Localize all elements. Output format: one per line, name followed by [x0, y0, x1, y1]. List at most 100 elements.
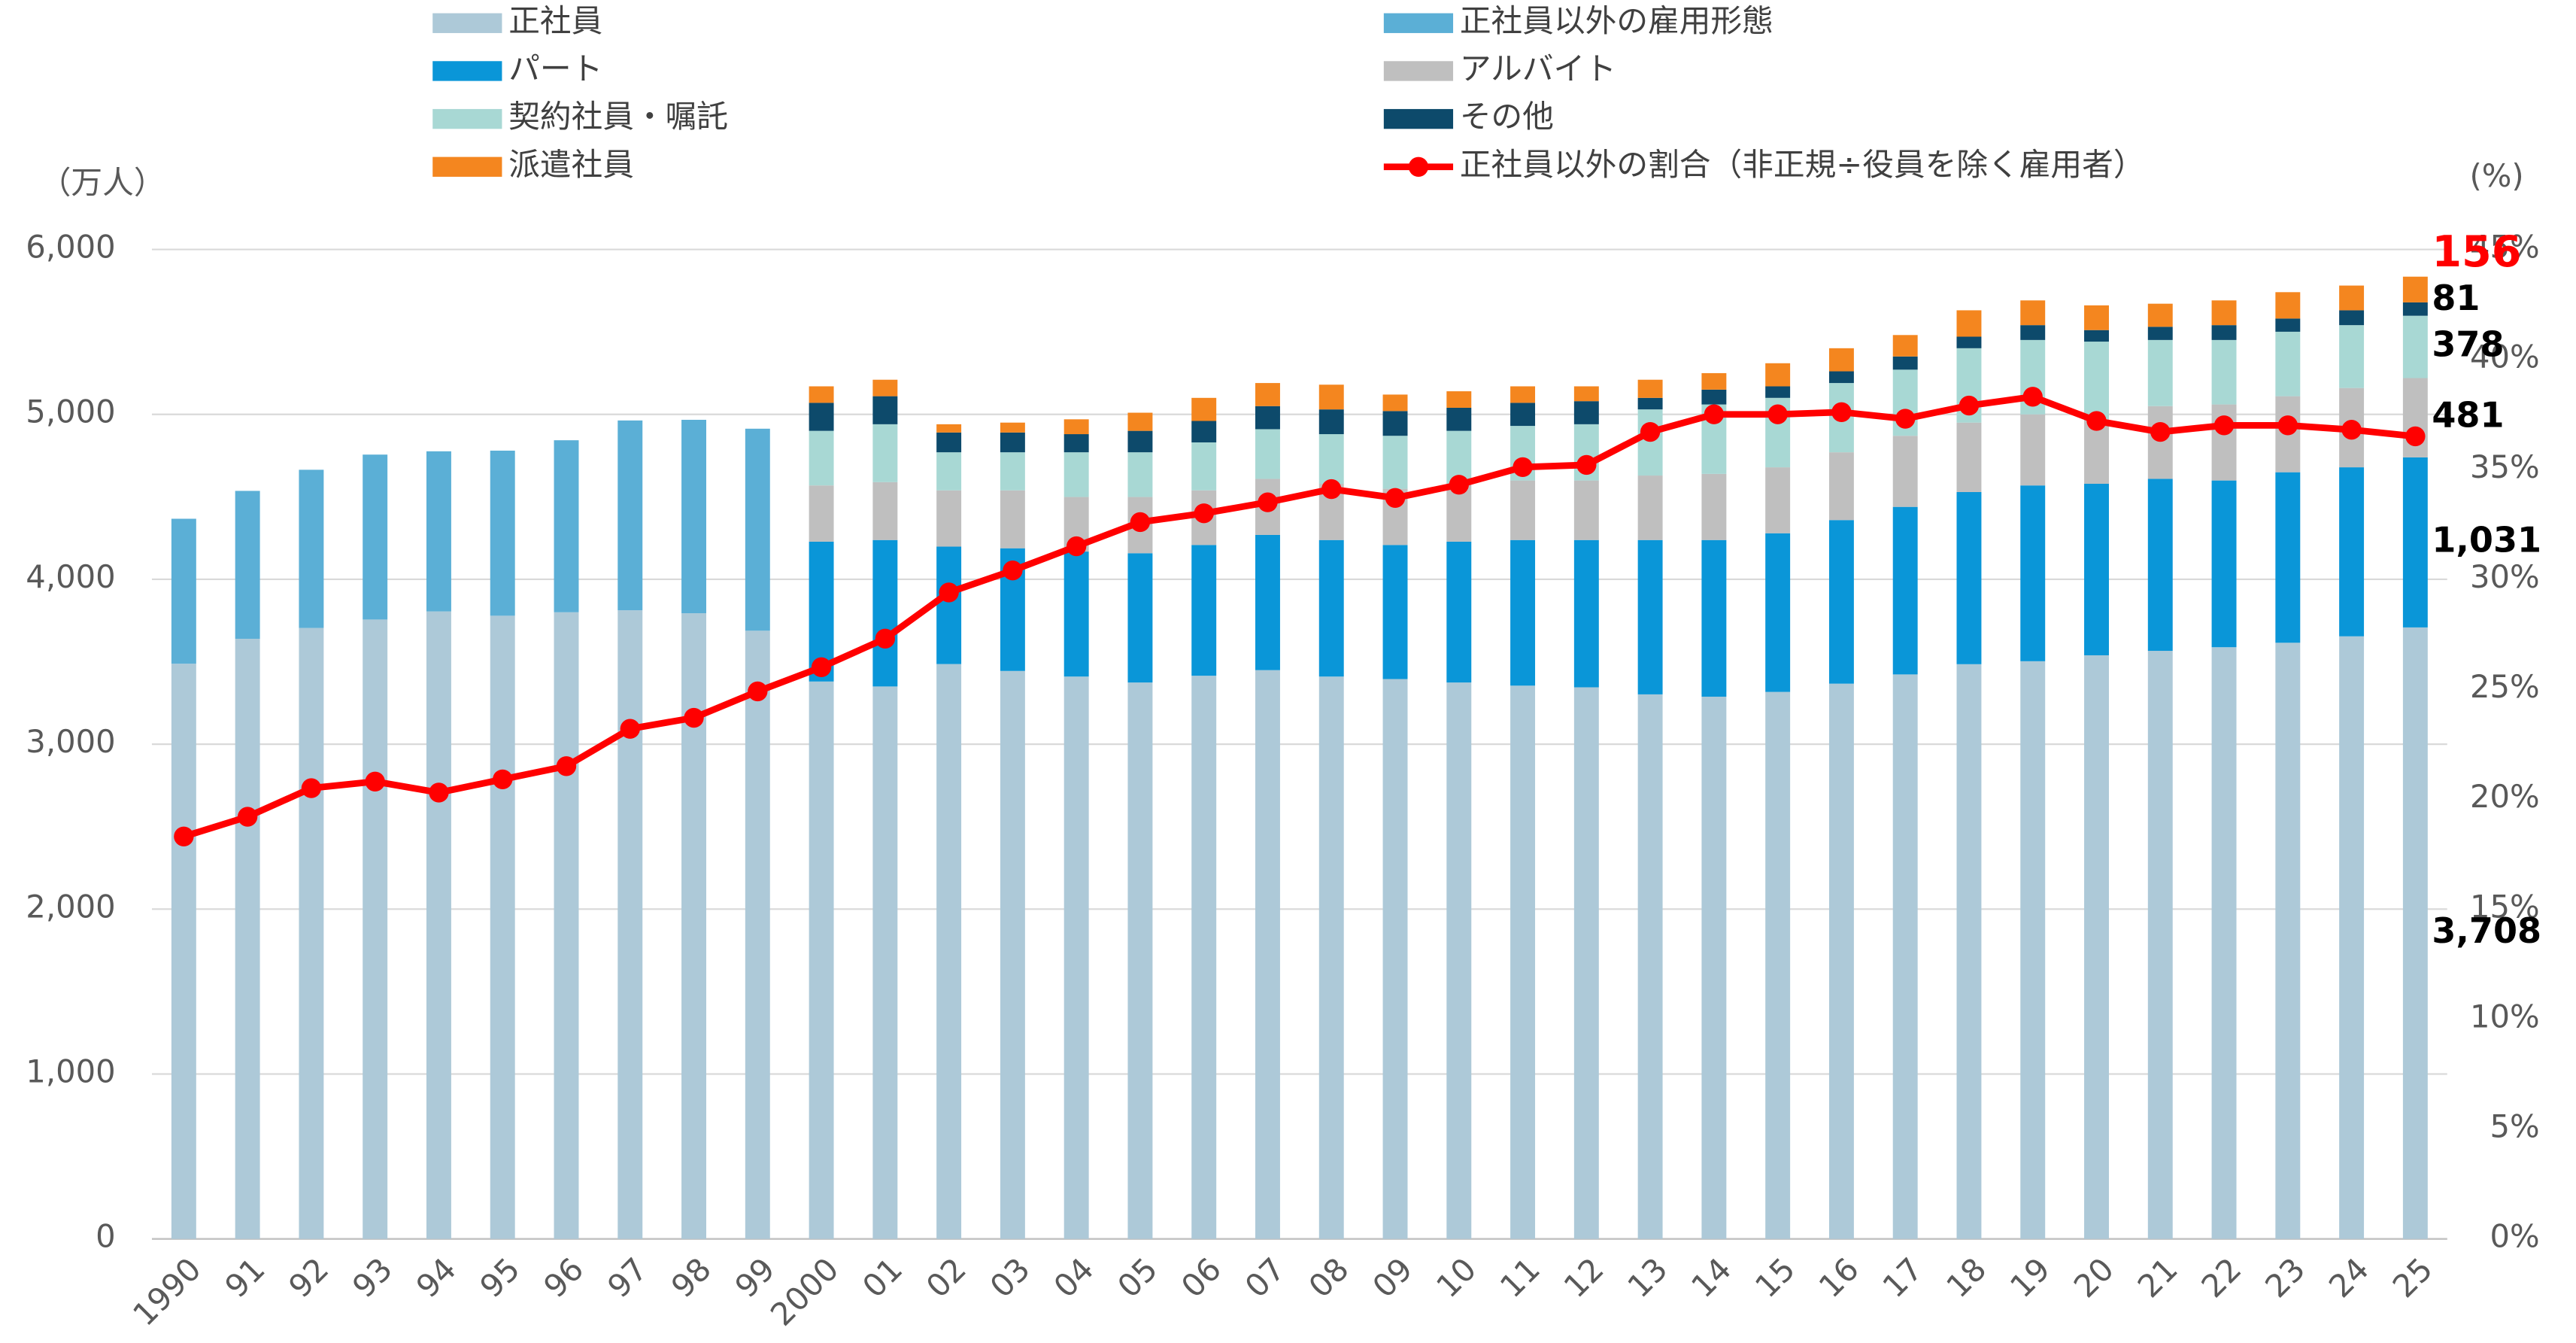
bar-segment	[1446, 682, 1472, 1239]
y-tick-label: 1,000	[26, 1053, 115, 1089]
bar-segment	[2211, 647, 2237, 1239]
bar-segment	[2020, 300, 2046, 326]
bar-segment	[2275, 643, 2301, 1239]
x-tick-label: 95	[472, 1250, 526, 1305]
legend-label: 派遣社員	[508, 146, 634, 183]
data-label: 156	[2432, 227, 2521, 277]
line-marker	[1130, 512, 1151, 533]
y2-tick-label: 10%	[2470, 998, 2540, 1035]
line-marker	[493, 769, 513, 790]
bar-segment	[426, 611, 451, 1239]
bar-segment	[1255, 534, 1280, 670]
x-tick-label: 17	[1875, 1250, 1929, 1305]
bar-segment	[872, 686, 898, 1239]
bar-segment	[872, 539, 898, 687]
bar-segment	[1000, 670, 1025, 1239]
legend-swatch	[1383, 61, 1454, 81]
bar-segment	[1000, 452, 1025, 491]
bar-segment	[1191, 442, 1217, 491]
line-marker	[1576, 454, 1597, 476]
bar-segment	[2147, 327, 2173, 340]
bar-segment	[872, 379, 898, 397]
legend-label: アルバイト	[1460, 50, 1616, 87]
data-label: 378	[2432, 324, 2504, 365]
line-marker	[2213, 415, 2235, 436]
bar-segment	[1446, 541, 1472, 683]
bar-segment	[2402, 315, 2428, 378]
y-tick-label: 4,000	[26, 558, 115, 595]
bar-segment	[2402, 302, 2428, 316]
bar-segment	[1828, 371, 1854, 384]
bar-segment	[872, 424, 898, 482]
x-tick-label: 98	[664, 1250, 718, 1305]
legend-label: 正社員以外の雇用形態	[1460, 2, 1773, 39]
bar-segment	[1701, 539, 1727, 697]
bar-segment	[2275, 318, 2301, 332]
bar-segment	[1255, 670, 1280, 1239]
bar-segment	[1637, 409, 1663, 476]
bar-segment	[2339, 636, 2365, 1239]
x-tick-label: 16	[1812, 1250, 1866, 1305]
line-marker	[1194, 503, 1214, 524]
bar-segment	[1318, 539, 1344, 677]
x-tick-label: 92	[281, 1250, 335, 1305]
legend-marker	[1408, 156, 1429, 177]
bar-segment	[299, 627, 324, 1239]
x-tick-label: 1990	[126, 1250, 208, 1333]
bar-segment	[2084, 342, 2109, 420]
y2-tick-label: 25%	[2470, 668, 2540, 705]
bar-segment	[809, 403, 834, 431]
bar-segment	[1000, 422, 1025, 433]
x-tick-label: 07	[1238, 1250, 1292, 1305]
bar-segment	[1127, 452, 1153, 497]
legend-swatch	[1383, 13, 1454, 33]
bar-segment	[872, 482, 898, 540]
x-tick-label: 10	[1429, 1250, 1483, 1305]
bar-segment	[1765, 691, 1791, 1239]
x-tick-label: 18	[1939, 1250, 1993, 1305]
line-marker	[1513, 457, 1533, 478]
bar-segment	[809, 386, 834, 403]
bar-segment	[809, 430, 834, 486]
bar-segment	[2147, 479, 2173, 652]
x-tick-label: 22	[2194, 1250, 2248, 1305]
line-marker	[1959, 395, 1980, 416]
bar-segment	[426, 451, 451, 612]
bar-segment	[2211, 339, 2237, 405]
x-tick-label: 93	[345, 1250, 399, 1305]
x-tick-label: 24	[2322, 1250, 2376, 1305]
bar-segment	[1382, 679, 1408, 1239]
bar-segment	[1510, 480, 1536, 540]
bar-segment	[363, 454, 388, 620]
bar-segment	[1446, 391, 1472, 408]
bar-segment	[1765, 363, 1791, 387]
bar-segment	[1063, 551, 1089, 677]
x-tick-label: 91	[217, 1250, 272, 1305]
x-tick-label: 20	[2067, 1250, 2121, 1305]
x-tick-label: 01	[855, 1250, 909, 1305]
bar-segment	[1573, 480, 1599, 540]
bar-segment	[1892, 506, 1918, 675]
bar-segment	[1892, 674, 1918, 1239]
x-tick-label: 19	[2003, 1250, 2057, 1305]
bar-segment	[490, 450, 515, 616]
bar-segment	[363, 619, 388, 1239]
bar-segment	[2020, 414, 2046, 486]
line-marker	[556, 756, 577, 776]
bar-segment	[1956, 664, 1982, 1239]
line-marker	[1640, 421, 1661, 442]
bar-segment	[809, 681, 834, 1239]
bar-segment	[1255, 429, 1280, 479]
y2-tick-label: 20%	[2470, 778, 2540, 815]
y2-tick-label: 35%	[2470, 448, 2540, 485]
bar-segment	[1701, 473, 1727, 540]
bar-segment	[745, 428, 770, 631]
bar-segment	[1127, 682, 1153, 1239]
legend-swatch	[432, 13, 502, 33]
y2-tick-label: 0%	[2490, 1218, 2540, 1255]
legend-label: 契約社員・嘱託	[508, 98, 728, 135]
bar-segment	[936, 490, 962, 547]
bar-segment	[1255, 383, 1280, 406]
x-tick-label: 06	[1174, 1250, 1228, 1305]
bar-segment	[1573, 386, 1599, 402]
